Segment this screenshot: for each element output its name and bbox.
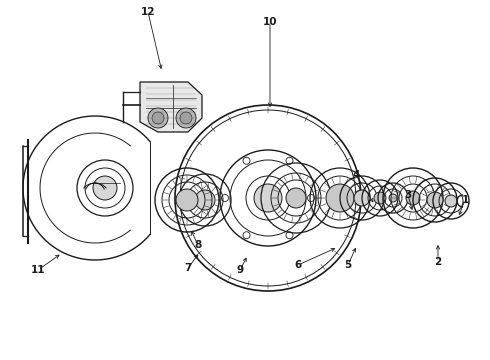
- Circle shape: [93, 176, 117, 200]
- Text: 2: 2: [434, 257, 441, 267]
- Circle shape: [445, 195, 457, 207]
- Circle shape: [176, 189, 198, 211]
- Circle shape: [326, 184, 354, 212]
- Circle shape: [286, 188, 306, 208]
- Circle shape: [389, 194, 397, 202]
- Circle shape: [195, 190, 215, 210]
- Text: 11: 11: [31, 265, 45, 275]
- Circle shape: [406, 191, 420, 205]
- Text: 8: 8: [195, 240, 201, 250]
- Text: 3: 3: [404, 190, 412, 200]
- Text: 9: 9: [237, 265, 244, 275]
- Circle shape: [152, 112, 164, 124]
- Circle shape: [374, 192, 386, 204]
- Text: 12: 12: [141, 7, 155, 17]
- Text: 5: 5: [344, 260, 352, 270]
- Text: 1: 1: [462, 195, 468, 205]
- Polygon shape: [140, 82, 202, 132]
- Circle shape: [354, 190, 370, 206]
- Circle shape: [148, 108, 168, 128]
- Circle shape: [180, 112, 192, 124]
- Text: 7: 7: [184, 263, 192, 273]
- Circle shape: [427, 192, 443, 208]
- Circle shape: [176, 108, 196, 128]
- Text: 10: 10: [263, 17, 277, 27]
- Circle shape: [254, 184, 282, 212]
- Text: 6: 6: [294, 260, 302, 270]
- Text: 4: 4: [352, 170, 360, 180]
